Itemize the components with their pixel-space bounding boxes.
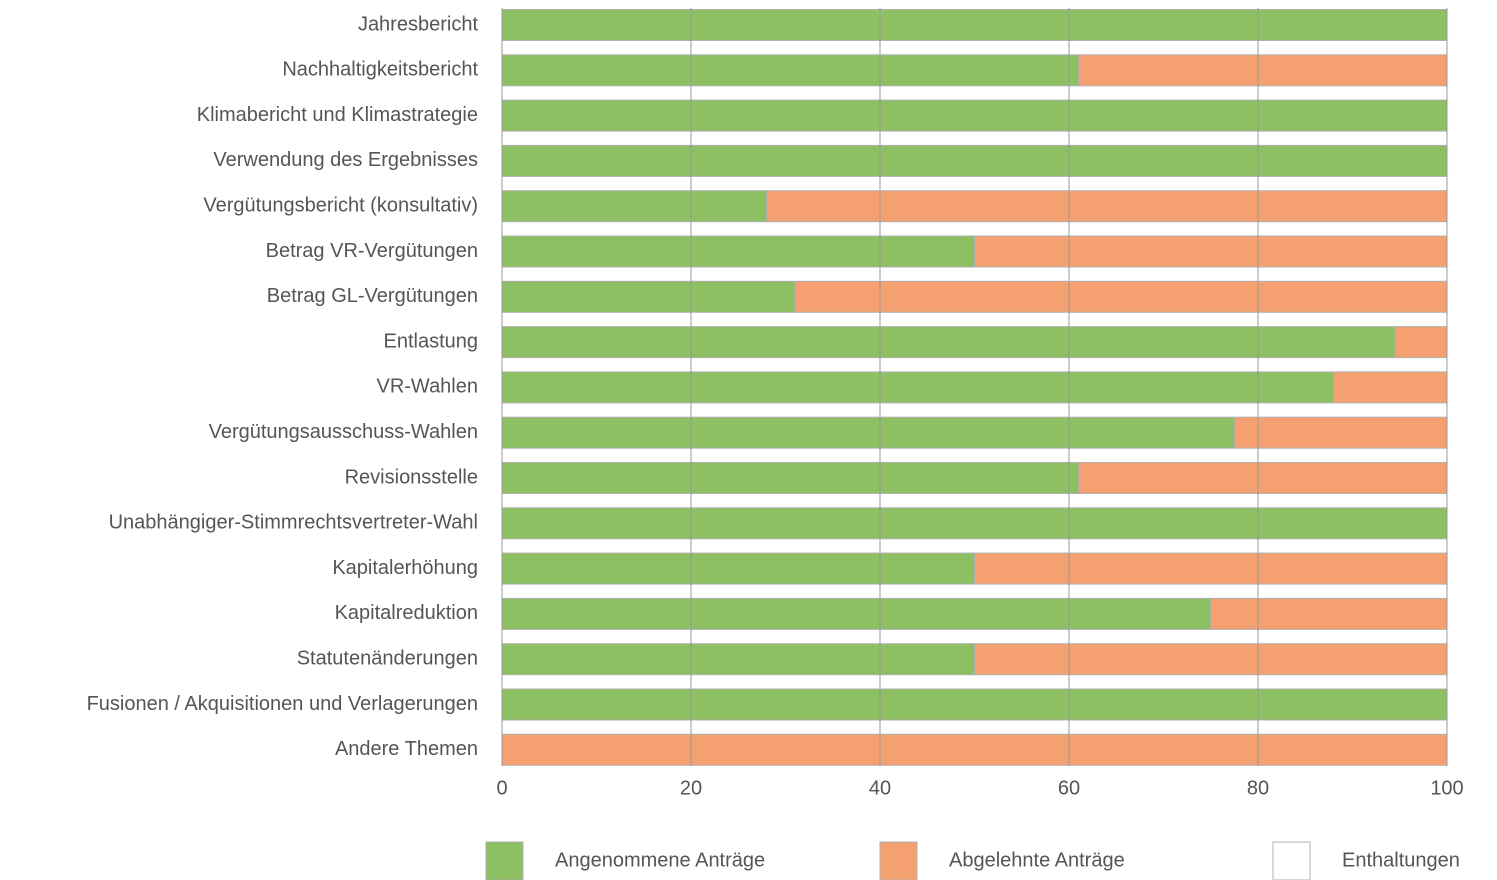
x-tick-label: 20	[680, 777, 702, 799]
bar-segment	[501, 144, 1448, 177]
bar-segment	[1233, 416, 1448, 449]
bar-segment	[501, 597, 1212, 630]
bar-segment	[501, 190, 768, 223]
y-tick-label: Vergütungsausschuss-Wahlen	[209, 421, 478, 443]
legend-label: Enthaltungen	[1342, 849, 1460, 871]
bar-segment	[974, 235, 1448, 268]
legend-swatch	[485, 841, 524, 880]
y-tick-label: Kapitalerhöhung	[332, 557, 478, 579]
bar-segment	[501, 235, 975, 268]
y-tick-label: Revisionsstelle	[345, 466, 478, 488]
bar-segment	[501, 9, 1448, 41]
y-tick-label: Andere Themen	[335, 738, 478, 760]
bar-segment	[501, 733, 1448, 766]
y-tick-label: Statutenänderungen	[297, 647, 478, 669]
x-tick-label: 0	[496, 777, 507, 799]
bar-segment	[1333, 371, 1448, 404]
bar-segment	[501, 462, 1079, 494]
bar-segment	[1210, 597, 1448, 630]
bar-segment	[501, 643, 975, 676]
x-tick-label: 80	[1247, 777, 1269, 799]
y-tick-label: Fusionen / Akquisitionen und Verlagerung…	[87, 693, 478, 715]
y-tick-label: Verwendung des Ergebnisses	[213, 149, 478, 171]
y-tick-label: Vergütungsbericht (konsultativ)	[203, 194, 478, 216]
bar-segment	[1077, 54, 1448, 87]
bar-segment	[501, 507, 1448, 540]
bar-segment	[501, 416, 1235, 449]
bar-segment	[766, 190, 1448, 223]
y-tick-label: Nachhaltigkeitsbericht	[282, 59, 478, 81]
bar-segment	[1394, 326, 1448, 359]
y-tick-label: Unabhängiger-Stimmrechtsvertreter-Wahl	[109, 512, 478, 534]
bar-segment	[794, 280, 1448, 313]
y-tick-label: Klimabericht und Klimastrategie	[197, 104, 478, 126]
y-tick-label: VR-Wahlen	[376, 376, 478, 398]
y-tick-label: Betrag VR-Vergütungen	[266, 240, 478, 262]
y-tick-label: Betrag GL-Vergütungen	[267, 285, 478, 307]
legend-label: Abgelehnte Anträge	[949, 849, 1125, 871]
y-tick-label: Jahresbericht	[358, 13, 479, 35]
x-tick-label: 60	[1058, 777, 1080, 799]
bar-segment	[501, 99, 1448, 132]
legend-label: Angenommene Anträge	[555, 849, 765, 871]
bar-segment	[501, 326, 1396, 359]
bar-segment	[501, 371, 1335, 404]
x-tick-label: 100	[1430, 777, 1463, 799]
bar-segment	[1077, 462, 1448, 494]
x-tick-label: 40	[869, 777, 891, 799]
bar-segment	[501, 552, 975, 585]
bar-segment	[974, 552, 1448, 585]
y-tick-label: Kapitalreduktion	[335, 602, 478, 624]
bar-segment	[501, 54, 1079, 87]
bar-segment	[501, 280, 796, 313]
legend-swatch	[1272, 841, 1311, 880]
y-tick-label: Entlastung	[383, 330, 478, 352]
bar-segment	[501, 688, 1448, 721]
bar-segment	[974, 643, 1448, 676]
legend-swatch	[879, 841, 918, 880]
